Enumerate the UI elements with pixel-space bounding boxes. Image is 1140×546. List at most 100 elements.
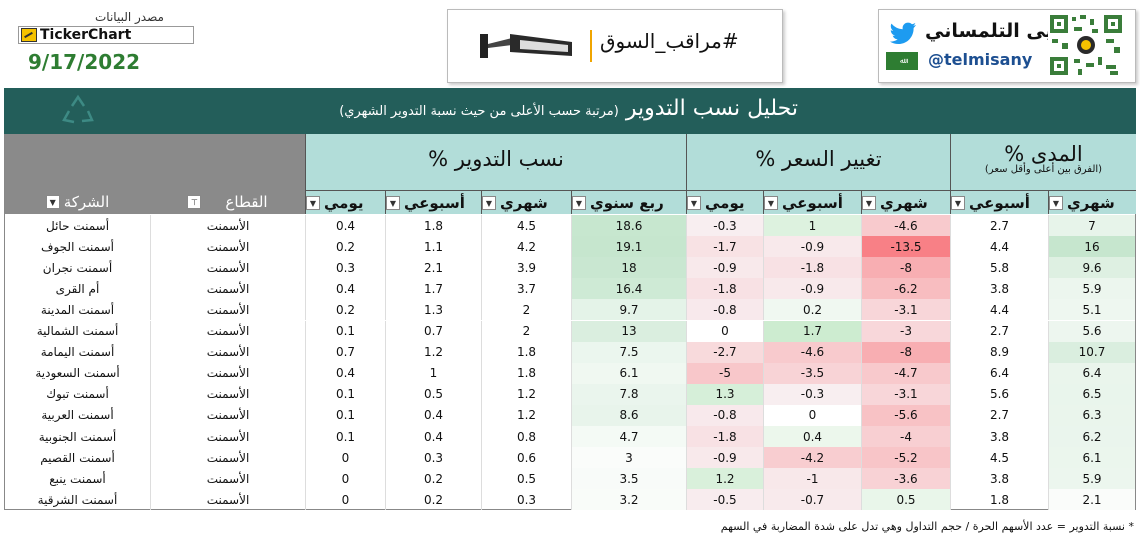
turnover-monthly-cell: 1.8	[481, 362, 571, 384]
data-source-label: مصدر البيانات	[95, 10, 164, 24]
table-row: أسمنت ينبع الأسمنت 0 0.2 0.5 3.5 1.2 -1 -3.6 3.8 5…	[5, 468, 1135, 490]
col-price-weekly[interactable]: أسبوعي ▼	[763, 190, 861, 214]
sector-cell: الأسمنت	[150, 278, 305, 300]
author-name: يحيى التلمساني	[925, 20, 1075, 42]
turnover-daily-cell: 0.7	[305, 341, 385, 363]
turnover-monthly-cell: 0.8	[481, 426, 571, 448]
table-row: أسمنت اليمامة الأسمنت 0.7 1.2 1.8 7.5 -2.7 -4.6…	[5, 341, 1135, 363]
sector-cell: الأسمنت	[150, 468, 305, 490]
range-monthly-cell: 5.1	[1048, 299, 1135, 321]
range-monthly-cell: 6.4	[1048, 362, 1135, 384]
price-daily-cell: -0.8	[686, 404, 763, 426]
col-turnover-quarterly[interactable]: ربع سنوي ▼	[571, 190, 686, 214]
price-weekly-cell: 1	[763, 215, 861, 237]
market-hashtag: #مراقب_السوق	[600, 29, 739, 53]
price-monthly-cell: -3	[861, 320, 950, 342]
price-daily-cell: -0.3	[686, 215, 763, 237]
dropdown-arrow-icon[interactable]: ▼	[45, 195, 60, 209]
report-date: 9/17/2022	[28, 50, 141, 74]
table-row: أسمنت العربية الأسمنت 0.1 0.4 1.2 8.6 -0.8 0 -5.…	[5, 404, 1135, 426]
dropdown-arrow-icon[interactable]: ▼	[306, 195, 320, 210]
range-monthly-cell: 7	[1048, 215, 1135, 237]
turnover-daily-cell: 0.2	[305, 299, 385, 321]
range-monthly-cell: 9.6	[1048, 257, 1135, 279]
sector-cell: الأسمنت	[150, 447, 305, 469]
price-daily-cell: -2.7	[686, 341, 763, 363]
price-daily-cell: -0.5	[686, 489, 763, 511]
turnover-monthly-cell: 2	[481, 320, 571, 342]
range-weekly-cell: 5.8	[950, 257, 1048, 279]
turnover-monthly-cell: 1.2	[481, 383, 571, 405]
company-cell: أسمنت تبوك	[46, 387, 109, 402]
col-range-weekly[interactable]: أسبوعي ▼	[950, 190, 1048, 214]
turnover-weekly-cell: 0.2	[385, 468, 481, 490]
dropdown-arrow-icon[interactable]: ▼	[687, 195, 701, 210]
dropdown-arrow-icon[interactable]: ▼	[386, 195, 400, 210]
turnover-quarterly-cell: 3.5	[571, 468, 686, 490]
footnote: * نسبة التدوير = عدد الأسهم الحرة / حجم …	[720, 520, 1134, 533]
col-turnover-daily[interactable]: يومي ▼	[305, 190, 385, 214]
dropdown-arrow-icon[interactable]: ▼	[482, 195, 496, 210]
range-weekly-cell: 4.5	[950, 447, 1048, 469]
column-header-sector[interactable]: القطاع ⊤	[150, 190, 305, 214]
price-monthly-cell: -3.1	[861, 383, 950, 405]
group-range-subtitle: (الفرق بين أعلى وأقل سعر)	[984, 164, 1103, 175]
price-daily-cell: -1.8	[686, 278, 763, 300]
price-weekly-cell: -3.5	[763, 362, 861, 384]
turnover-quarterly-cell: 19.1	[571, 236, 686, 258]
saudi-flag-icon: ﷲ	[886, 52, 918, 70]
table-row: أسمنت المدينة الأسمنت 0.2 1.3 2 9.7 -0.8 0.2 -3.…	[5, 299, 1135, 321]
dropdown-arrow-icon[interactable]: ▼	[572, 195, 586, 210]
col-turnover-weekly[interactable]: أسبوعي ▼	[385, 190, 481, 214]
price-monthly-cell: 0.5	[861, 489, 950, 511]
sector-cell: الأسمنت	[150, 236, 305, 258]
price-daily-cell: 1.3	[686, 383, 763, 405]
company-cell: أسمنت الشرقية	[37, 492, 118, 507]
col-price-daily[interactable]: يومي ▼	[686, 190, 763, 214]
table-row: أسمنت السعودية الأسمنت 0.4 1 1.8 6.1 -5 -3.5 -4.…	[5, 362, 1135, 384]
table-row: أسمنت الشمالية الأسمنت 0.1 0.7 2 13 0 1.7 -3 2.7 5…	[5, 320, 1135, 342]
price-weekly-cell: -0.3	[763, 383, 861, 405]
price-monthly-cell: -8	[861, 257, 950, 279]
turnover-daily-cell: 0.1	[305, 404, 385, 426]
turnover-monthly-cell: 2	[481, 299, 571, 321]
company-cell: أسمنت الجنوبية	[38, 429, 117, 444]
turnover-weekly-cell: 0.3	[385, 447, 481, 469]
dropdown-arrow-icon[interactable]: ▼	[1049, 195, 1063, 210]
range-monthly-cell: 6.3	[1048, 404, 1135, 426]
title-main: تحليل نسب التدوير	[625, 96, 798, 121]
turnover-weekly-cell: 0.2	[385, 489, 481, 511]
dropdown-arrow-icon[interactable]: ▼	[862, 195, 876, 210]
range-weekly-cell: 3.8	[950, 426, 1048, 448]
dropdown-arrow-icon[interactable]: ▼	[951, 195, 965, 210]
column-header-company[interactable]: الشركة ▼	[5, 190, 150, 214]
company-cell: أسمنت المدينة	[40, 302, 115, 317]
range-monthly-cell: 10.7	[1048, 341, 1135, 363]
turnover-quarterly-cell: 6.1	[571, 362, 686, 384]
dropdown-arrow-icon[interactable]: ▼	[764, 195, 778, 210]
company-cell: أسمنت الجوف	[41, 239, 114, 254]
turnover-weekly-cell: 1.8	[385, 215, 481, 237]
price-weekly-cell: -4.2	[763, 447, 861, 469]
turnover-weekly-cell: 0.4	[385, 404, 481, 426]
range-weekly-cell: 1.8	[950, 489, 1048, 511]
turnover-daily-cell: 0.4	[305, 362, 385, 384]
sector-cell: الأسمنت	[150, 404, 305, 426]
filter-icon[interactable]: ⊤	[187, 195, 202, 209]
range-weekly-cell: 4.4	[950, 299, 1048, 321]
turnover-quarterly-cell: 7.5	[571, 341, 686, 363]
turnover-monthly-cell: 0.5	[481, 468, 571, 490]
table-row: أم القرى الأسمنت 0.4 1.7 3.7 16.4 -1.8 -0.9 -6.2…	[5, 278, 1135, 300]
col-range-monthly[interactable]: شهري ▼	[1048, 190, 1136, 214]
price-monthly-cell: -6.2	[861, 278, 950, 300]
turnover-monthly-cell: 3.7	[481, 278, 571, 300]
turnover-weekly-cell: 0.4	[385, 426, 481, 448]
turnover-monthly-cell: 1.2	[481, 404, 571, 426]
turnover-quarterly-cell: 3.2	[571, 489, 686, 511]
price-daily-cell: -5	[686, 362, 763, 384]
col-turnover-monthly[interactable]: شهري ▼	[481, 190, 571, 214]
col-price-monthly[interactable]: شهري ▼	[861, 190, 950, 214]
price-daily-cell: 0	[686, 320, 763, 342]
price-daily-cell: 1.2	[686, 468, 763, 490]
group-price-title: تغيير السعر %	[755, 147, 882, 171]
